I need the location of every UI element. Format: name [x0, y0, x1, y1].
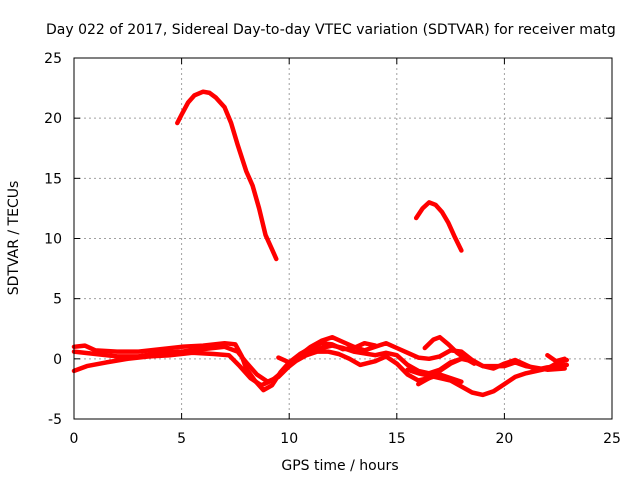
x-tick-label: 15	[388, 431, 406, 447]
y-axis-label: SDTVAR / TECUs	[6, 181, 22, 296]
x-tick-label: 5	[177, 431, 186, 447]
y-tick-label: 0	[53, 352, 62, 368]
y-tick-label: -5	[48, 412, 62, 428]
plot-frame	[73, 57, 613, 420]
y-tick-labels: -5 0 5 10 15 20 25	[44, 51, 62, 428]
series-line-low-8	[545, 352, 567, 364]
x-axis-label: GPS time / hours	[281, 458, 398, 474]
y-tick-label: 25	[44, 51, 62, 67]
series-line-low-5	[416, 372, 464, 387]
y-tick-label: 20	[44, 111, 62, 127]
series-line-low-7	[276, 340, 378, 365]
x-tick-label: 10	[280, 431, 298, 447]
data-series	[71, 89, 570, 398]
x-tick-label: 25	[603, 431, 621, 447]
y-tick-label: 10	[44, 232, 62, 248]
x-tick-label: 20	[495, 431, 513, 447]
series-line-arc-2	[413, 200, 464, 253]
series-line-low-3	[71, 349, 471, 388]
series-line-low-1	[71, 334, 570, 393]
x-tick-label: 0	[70, 431, 79, 447]
chart-title: Day 022 of 2017, Sidereal Day-to-day VTE…	[46, 22, 616, 38]
series-line-arc-1	[175, 89, 279, 262]
y-tick-label: 15	[44, 171, 62, 187]
gridlines	[74, 58, 612, 419]
series-line-low-6	[422, 334, 477, 366]
x-tick-labels: 0 5 10 15 20 25	[70, 431, 621, 447]
y-tick-label: 5	[53, 292, 62, 308]
